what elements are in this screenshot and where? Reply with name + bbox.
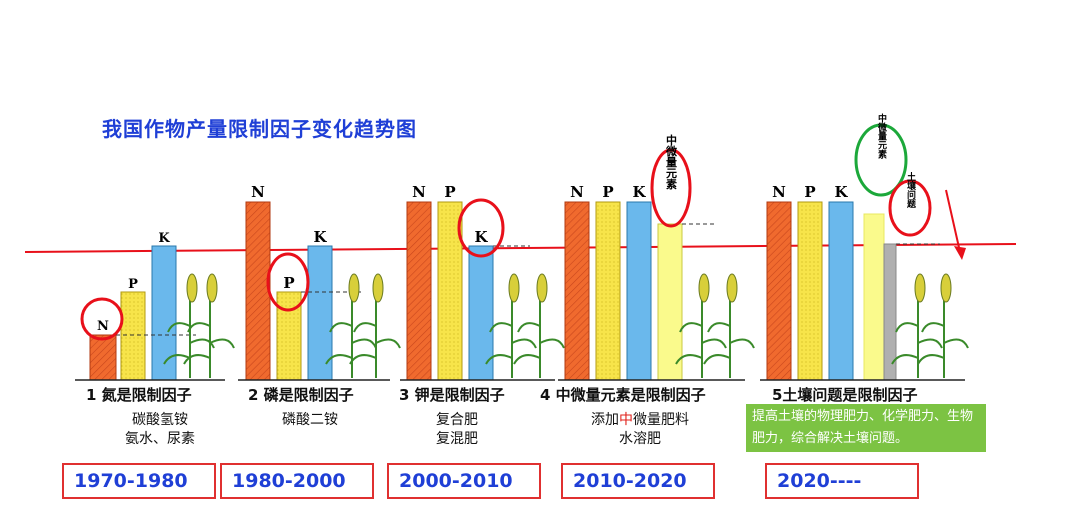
stage5-green-circle	[854, 123, 908, 197]
stage1-k-bar	[151, 245, 177, 381]
stage3-n-bar	[406, 201, 432, 381]
stage4-n-bar	[564, 201, 590, 381]
stage4-micro-bar	[657, 223, 683, 381]
period-2000-2010: 2000-2010	[387, 463, 541, 499]
stage3-n-label: N	[412, 183, 426, 201]
stage5-p-label: P	[804, 183, 815, 201]
stage3-fertilizer-line1: 复合肥	[436, 412, 478, 428]
stage4-k-bar	[626, 201, 652, 381]
stage3-k-bar	[468, 245, 494, 381]
stage3-circle	[457, 198, 505, 258]
stage4-p-bar	[595, 201, 621, 381]
soil-solution-note: 提高土壤的物理肥力、化学肥力、生物肥力，综合解决土壤问题。	[746, 404, 986, 452]
period-1970-1980: 1970-1980	[62, 463, 216, 499]
stage3-caption: 3 钾是限制因子	[399, 386, 505, 404]
stage3-p-label: P	[444, 183, 455, 201]
stage5-caption: 5土壤问题是限制因子	[772, 386, 918, 404]
stage4-p-label: P	[602, 183, 613, 201]
stage2-k-label: K	[313, 228, 327, 246]
stage2-n-bar	[245, 201, 271, 381]
stage4-plant-icon	[675, 273, 727, 379]
down-arrow-head-icon	[954, 246, 966, 260]
stage2-fertilizer-line1: 磷酸二铵	[282, 412, 338, 428]
stage3-plant2-icon	[513, 273, 565, 379]
stage5-micro-label: 中微量元素	[876, 112, 888, 159]
stage4-fertilizer-line2: 水溶肥	[619, 431, 661, 447]
stage3-k-label: K	[474, 228, 488, 246]
stage1-n-label: N	[97, 319, 109, 334]
stage1-p-label: P	[128, 277, 138, 292]
down-arrow-icon	[945, 189, 961, 253]
stage4-caption: 4 中微量元素是限制因子	[540, 386, 706, 404]
period-2010-2020: 2010-2020	[561, 463, 715, 499]
stage2-fertilizer: 磷酸二铵	[262, 411, 358, 430]
stage1-fertilizer-line2: 氨水、尿素	[125, 431, 195, 447]
stage4-fertilizer-suffix: 微量肥料	[633, 412, 689, 428]
stage2-p-label: P	[283, 274, 294, 292]
stage1-fertilizer: 碳酸氢铵 氨水、尿素	[108, 411, 212, 449]
stage1-caption: 1 氮是限制因子	[86, 386, 192, 404]
stage3-fertilizer: 复合肥 复混肥	[414, 411, 500, 449]
stage4-plant2-icon	[703, 273, 755, 379]
stage1-fertilizer-line1: 碳酸氢铵	[132, 412, 188, 428]
stage4-fertilizer-line1: 添加中微量肥料	[570, 411, 710, 430]
stage4-fertilizer-prefix: 添加	[591, 412, 619, 428]
stage3-fertilizer-line2: 复混肥	[436, 431, 478, 447]
stage4-circle	[650, 148, 692, 228]
stage5-soil-label: 土壤问题	[905, 171, 917, 209]
stage4-k-label: K	[632, 183, 646, 201]
diagram-title: 我国作物产量限制因子变化趋势图	[102, 117, 417, 141]
stage1-k-label: K	[158, 231, 170, 246]
stage1-n-bar	[89, 334, 117, 381]
period-1980-2000: 1980-2000	[220, 463, 374, 499]
stage1-circle	[80, 297, 124, 341]
stage4-n-label: N	[570, 183, 584, 201]
stage5-p-bar	[797, 201, 823, 381]
stage5-n-label: N	[772, 183, 786, 201]
stage5-plant-icon	[891, 273, 943, 379]
stage5-plant2-icon	[917, 273, 969, 379]
stage2-caption: 2 磷是限制因子	[248, 386, 354, 404]
stage4-fertilizer: 添加中微量肥料 水溶肥	[570, 411, 710, 449]
stage2-k-bar	[307, 245, 333, 381]
stage2-circle	[266, 252, 310, 312]
stage5-micro-bar	[863, 213, 885, 381]
stage5-n-bar	[766, 201, 792, 381]
stage2-n-label: N	[251, 183, 265, 201]
stage5-k-label: K	[834, 183, 848, 201]
stage1-p-bar	[120, 291, 146, 381]
stage5-red-circle	[888, 179, 932, 237]
stage4-fertilizer-highlight: 中	[619, 412, 633, 428]
stage5-k-bar	[828, 201, 854, 381]
period-2020: 2020----	[765, 463, 919, 499]
stage4-micro-label: 中微量元素	[665, 133, 679, 190]
